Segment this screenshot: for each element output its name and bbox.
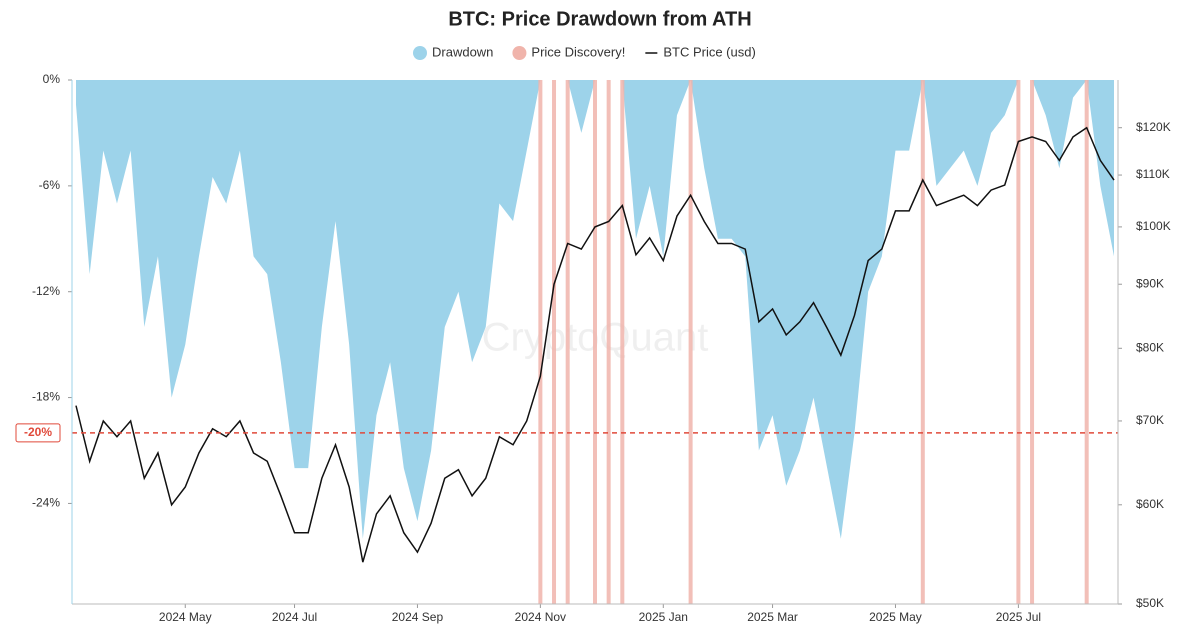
x-tick-label: 2025 May (869, 610, 922, 624)
price-discovery-band (1016, 80, 1021, 604)
price-discovery-band (552, 80, 557, 604)
x-tick-label: 2024 Jul (272, 610, 317, 624)
y2-tick-label: $50K (1136, 596, 1164, 610)
legend-swatch (413, 46, 427, 60)
y2-tick-label: $70K (1136, 413, 1164, 427)
y-tick-label: -24% (32, 496, 60, 510)
price-discovery-band (593, 80, 597, 604)
y-tick-label: -12% (32, 284, 60, 298)
price-discovery-band (688, 80, 693, 604)
y-tick-label: 0% (43, 72, 61, 86)
x-tick-label: 2025 Mar (747, 610, 798, 624)
price-discovery-band (606, 80, 611, 604)
y2-tick-label: $110K (1136, 167, 1170, 181)
x-tick-label: 2024 Nov (515, 610, 566, 624)
x-tick-label: 2025 Jul (996, 610, 1041, 624)
legend-label: Drawdown (432, 44, 493, 59)
x-tick-label: 2025 Jan (639, 610, 688, 624)
price-discovery-band (538, 80, 543, 604)
y2-tick-label: $60K (1136, 497, 1164, 511)
price-discovery-band (620, 80, 625, 604)
price-discovery-band (1084, 80, 1089, 604)
legend-swatch (512, 46, 527, 60)
y2-tick-label: $80K (1136, 340, 1164, 354)
drawdown-area (76, 80, 1114, 539)
x-tick-label: 2024 Sep (392, 610, 444, 624)
y2-tick-label: $90K (1136, 276, 1164, 290)
x-tick-label: 2024 May (159, 610, 212, 624)
y-tick-label: -6% (39, 178, 61, 192)
chart-title: BTC: Price Drawdown from ATH (448, 8, 751, 30)
legend-label: BTC Price (usd) (663, 44, 755, 59)
legend-label: Price Discovery! (531, 44, 625, 59)
y2-tick-label: $120K (1136, 120, 1171, 134)
price-line (75, 126, 1115, 563)
price-discovery-band (1030, 80, 1035, 604)
price-discovery-band (565, 80, 570, 604)
reference-label: -20% (24, 425, 52, 439)
y-tick-label: -18% (32, 390, 60, 404)
reference-label-box (15, 423, 61, 443)
y2-tick-label: $100K (1136, 219, 1171, 233)
price-discovery-band (920, 80, 925, 604)
